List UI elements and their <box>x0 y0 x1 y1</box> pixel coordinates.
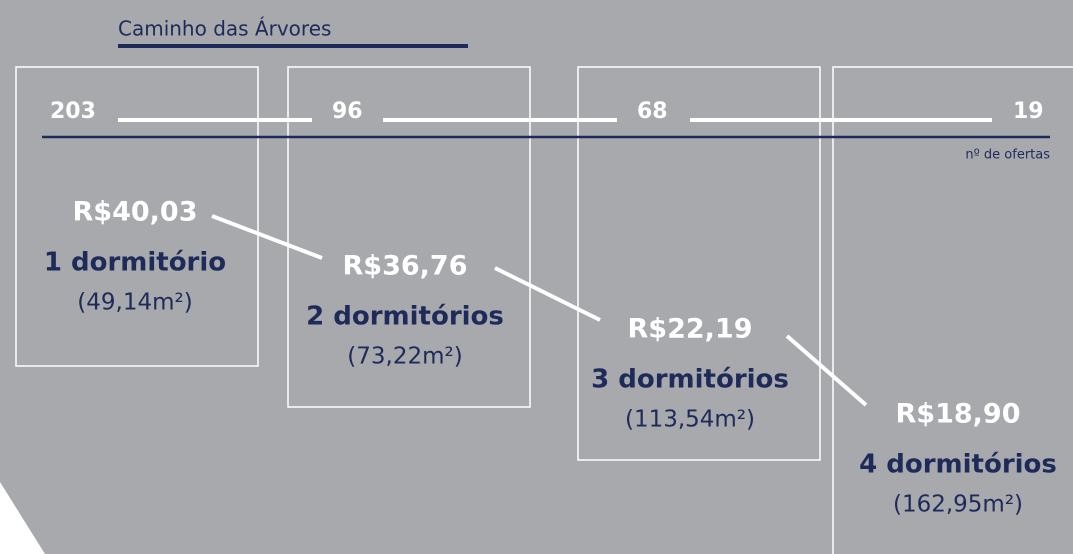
title: Caminho das Árvores <box>118 17 331 41</box>
connector <box>785 334 868 407</box>
items: R$40,03 1 dormitório (49,14m²) R$36,76 2 dor… <box>44 197 1057 518</box>
box <box>15 66 259 367</box>
box <box>577 66 821 461</box>
connector <box>494 266 601 322</box>
price-connectors <box>211 214 868 407</box>
boxes <box>15 66 1073 554</box>
box <box>832 66 1073 554</box>
box <box>287 66 531 408</box>
area: (49,14m²) <box>77 290 192 316</box>
rooms: 4 dormitórios <box>859 450 1057 480</box>
offer-count: 68 <box>637 99 668 124</box>
price: R$40,03 <box>73 197 198 228</box>
rooms: 2 dormitórios <box>306 302 504 332</box>
offer-count: 203 <box>50 99 96 124</box>
offer-count: 96 <box>332 99 363 124</box>
offers-label: nº de ofertas <box>965 148 1050 163</box>
connector <box>211 214 323 260</box>
area: (73,22m²) <box>347 344 462 370</box>
rooms: 1 dormitório <box>44 248 226 278</box>
price: R$18,90 <box>896 399 1021 430</box>
area: (113,54m²) <box>625 407 755 433</box>
price: R$36,76 <box>343 251 468 282</box>
rooms: 3 dormitórios <box>591 365 789 395</box>
price: R$22,19 <box>628 314 753 345</box>
area: (162,95m²) <box>893 492 1023 518</box>
offer-count: 19 <box>1013 99 1044 124</box>
